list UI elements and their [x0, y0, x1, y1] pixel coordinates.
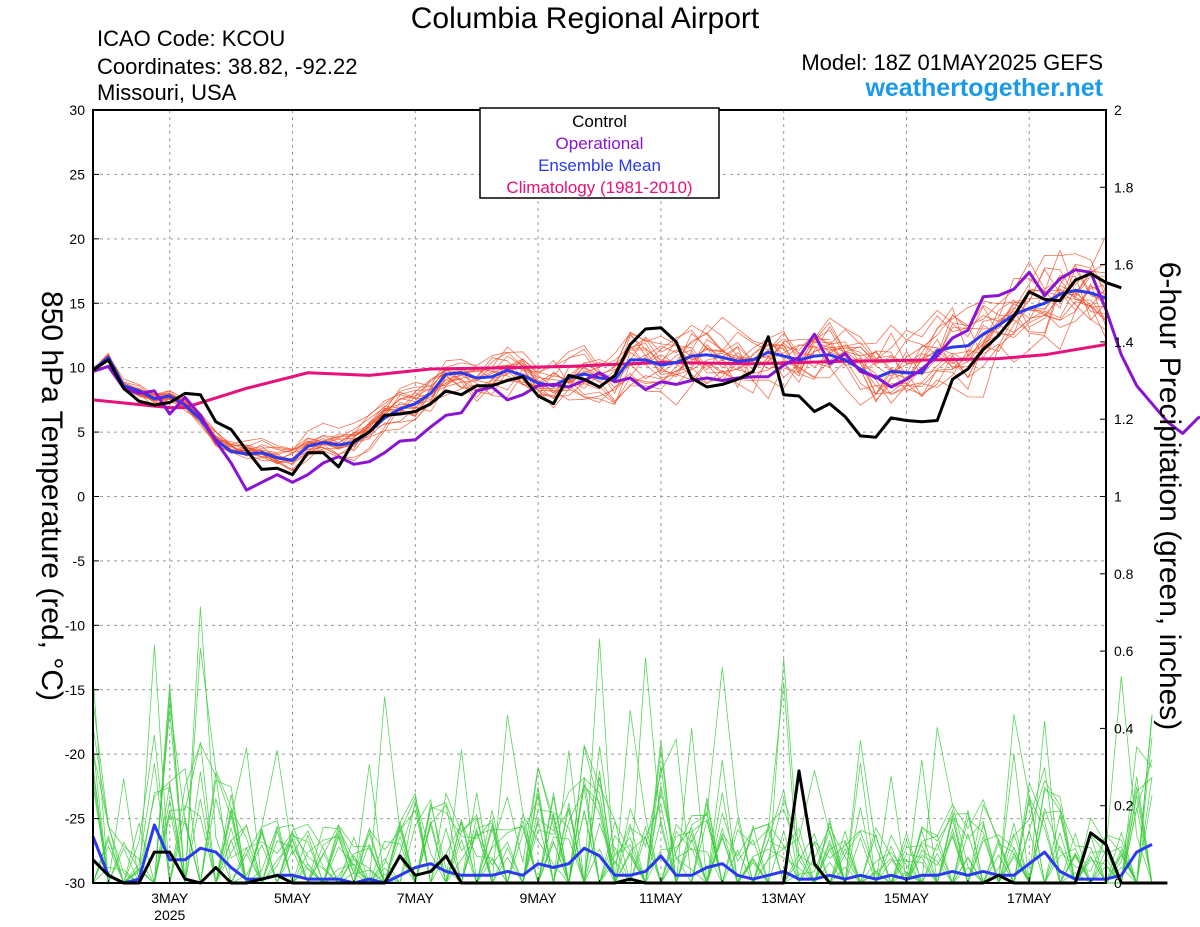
y-left-tick-label: 20 — [69, 231, 85, 247]
y-right-tick-label: 1.6 — [1114, 257, 1134, 273]
precip-member-line — [93, 781, 1153, 885]
legend-entry: Climatology (1981-2010) — [506, 178, 692, 197]
precip-member-line — [93, 682, 1153, 885]
legend-entry: Operational — [556, 134, 644, 153]
y-right-tick-label: 0 — [1114, 875, 1122, 891]
y-right-tick-label: 0.8 — [1114, 566, 1134, 582]
precip-member-line — [92, 657, 1152, 885]
precip-member-lines — [92, 606, 1153, 885]
legend: Control Operational Ensemble Mean Climatolo… — [479, 107, 720, 199]
y-left-tick-label: 30 — [69, 102, 85, 118]
x-tick-label: 5MAY — [274, 890, 312, 906]
y-right-tick-label: 0.2 — [1114, 798, 1134, 814]
x-tick-label: 3MAY — [151, 890, 189, 906]
y-right-tick-label: 0.6 — [1114, 643, 1134, 659]
y-left-tick-label: 15 — [69, 295, 85, 311]
grid-lines — [93, 110, 1106, 883]
y-axis-right-label: 6-hour Precipitation (green, inches) — [1153, 262, 1186, 731]
axis-ticks: 302520151050-5-10-15-20-25-3021.81.61.41… — [65, 102, 1134, 923]
y-left-tick-label: -10 — [65, 617, 85, 633]
x-year-label: 2025 — [154, 907, 185, 923]
series-lines — [91, 268, 1200, 885]
y-right-tick-label: 1 — [1114, 489, 1122, 505]
temp-member-line — [92, 291, 1107, 460]
temp-control-line — [92, 272, 1122, 477]
x-tick-label: 9MAY — [520, 890, 558, 906]
y-left-tick-label: 0 — [77, 489, 85, 505]
y-axis-left-label: 850 hPa Temperature (red, °C) — [35, 291, 68, 701]
y-right-tick-label: 0.4 — [1114, 720, 1134, 736]
y-left-tick-label: -15 — [65, 682, 85, 698]
icao-code: ICAO Code: KCOU — [97, 26, 286, 51]
legend-box — [479, 107, 720, 199]
y-right-tick-label: 1.8 — [1114, 179, 1134, 195]
temp-member-line — [92, 235, 1107, 464]
temp-member-line — [92, 275, 1107, 463]
y-left-tick-label: -30 — [65, 875, 85, 891]
x-tick-label: 15MAY — [884, 890, 930, 906]
y-left-tick-label: -5 — [73, 553, 86, 569]
temp-member-line — [92, 249, 1107, 453]
temp-operational-line — [92, 268, 1200, 492]
precip-member-line — [93, 750, 1153, 885]
x-tick-label: 17MAY — [1007, 890, 1053, 906]
temp-mean-line — [92, 288, 1107, 462]
legend-entry: Ensemble Mean — [538, 156, 661, 175]
y-left-tick-label: 10 — [69, 360, 85, 376]
temp-member-line — [92, 267, 1107, 471]
x-tick-label: 7MAY — [397, 890, 435, 906]
temp-member-lines — [92, 235, 1107, 472]
chart-title: Columbia Regional Airport — [410, 2, 760, 35]
y-left-tick-label: -20 — [65, 746, 85, 762]
region: Missouri, USA — [97, 80, 237, 105]
y-right-tick-label: 2 — [1114, 102, 1122, 118]
x-tick-label: 13MAY — [761, 890, 807, 906]
y-right-tick-label: 1.4 — [1114, 334, 1134, 350]
x-tick-label: 11MAY — [639, 890, 683, 906]
coordinates: Coordinates: 38.82, -92.22 — [97, 54, 358, 79]
model-run: Model: 18Z 01MAY2025 GEFS — [801, 50, 1103, 75]
precip-member-line — [92, 658, 1153, 885]
website-link[interactable]: weathertogether.net — [865, 74, 1103, 102]
y-left-tick-label: 25 — [69, 166, 85, 182]
y-left-tick-label: 5 — [77, 424, 85, 440]
y-right-tick-label: 1.2 — [1114, 411, 1134, 427]
precip-member-line — [93, 684, 1153, 885]
precip-member-line — [92, 606, 1152, 885]
y-left-tick-label: -25 — [65, 811, 85, 827]
precip-control-line — [91, 769, 1168, 885]
legend-entry: Control — [572, 112, 627, 131]
temp-member-line — [92, 287, 1107, 460]
climatology-line — [92, 343, 1107, 410]
